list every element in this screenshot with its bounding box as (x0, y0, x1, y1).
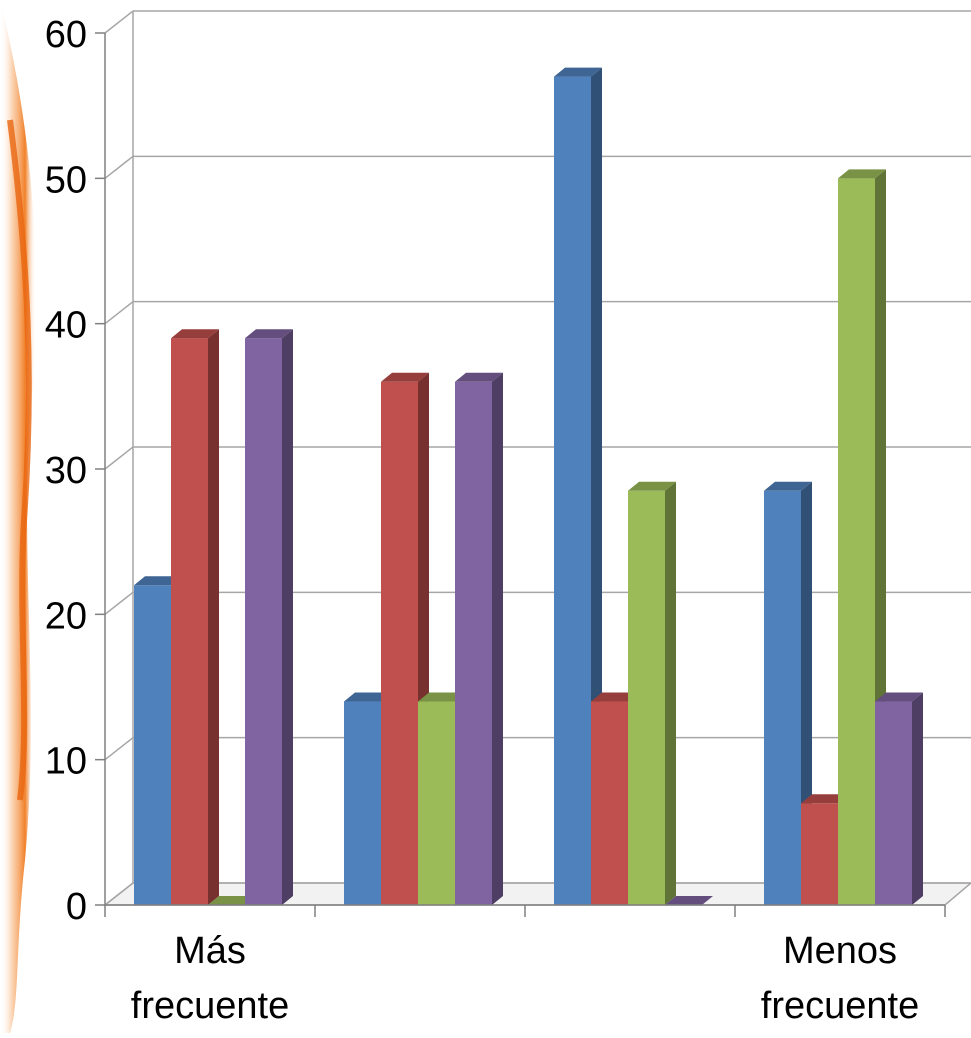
gridline-side (104, 737, 134, 761)
bar (665, 896, 713, 905)
y-tick-label: 60 (45, 14, 87, 56)
bar-front (134, 585, 171, 905)
gridline-side (104, 882, 134, 906)
bar-front (554, 76, 591, 906)
bar-front (455, 381, 492, 905)
bar-top (554, 67, 602, 77)
bar (875, 692, 923, 905)
x-tick-label: Más (174, 930, 246, 972)
bar (455, 372, 503, 905)
bar-side (665, 481, 676, 905)
bar-front (344, 701, 381, 905)
bar (381, 372, 429, 905)
bar-side (208, 329, 219, 905)
gridline-side (104, 301, 134, 325)
bar-front (764, 490, 801, 905)
y-tick-label: 20 (45, 595, 87, 637)
bar-top (591, 692, 639, 702)
y-tick-label: 40 (45, 305, 87, 347)
bar-top (665, 896, 713, 905)
x-tick-label: frecuente (761, 985, 919, 1027)
bar-top (838, 169, 886, 179)
bar-top (208, 896, 256, 905)
bar (208, 896, 256, 905)
bar-front (171, 338, 208, 905)
bar-front (875, 701, 912, 905)
gridline-side (104, 591, 134, 615)
x-tick-label: Menos (783, 930, 897, 972)
bar-top (764, 481, 812, 491)
bar-side (912, 692, 923, 905)
bar (838, 169, 886, 906)
y-tick-label: 50 (45, 159, 87, 201)
bar-top (628, 481, 676, 491)
bar-front (245, 338, 282, 905)
bars (134, 67, 923, 906)
bar-front (801, 803, 838, 905)
gridline-side (104, 446, 134, 470)
y-tick-label: 10 (45, 741, 87, 783)
bar-front (591, 701, 628, 905)
bar-top (418, 692, 466, 702)
bar-front (381, 381, 418, 905)
bar-side (492, 372, 503, 905)
gridline-side (104, 155, 134, 179)
x-tick-label: frecuente (131, 985, 289, 1027)
axes (95, 32, 946, 917)
y-tick-label: 0 (66, 886, 87, 928)
y-tick-labels: 0 10 20 30 40 50 60 (45, 14, 87, 928)
bar-top (171, 329, 219, 339)
x-tick-labels: Más frecuente Menos frecuente (131, 930, 919, 1027)
bar (628, 481, 676, 905)
bar-top (801, 794, 849, 804)
gridline-side (104, 10, 134, 34)
bar-front (628, 490, 665, 905)
bar-top (455, 372, 503, 382)
bar-top (875, 692, 923, 702)
bar-top (245, 329, 293, 339)
bar-top (381, 372, 429, 382)
bar-front (838, 178, 875, 906)
bar-top (134, 576, 182, 586)
y-tick-label: 30 (45, 450, 87, 492)
bar-top (344, 692, 392, 702)
bar-side (282, 329, 293, 905)
bar (245, 329, 293, 905)
bar-front (418, 701, 455, 905)
bar (171, 329, 219, 905)
